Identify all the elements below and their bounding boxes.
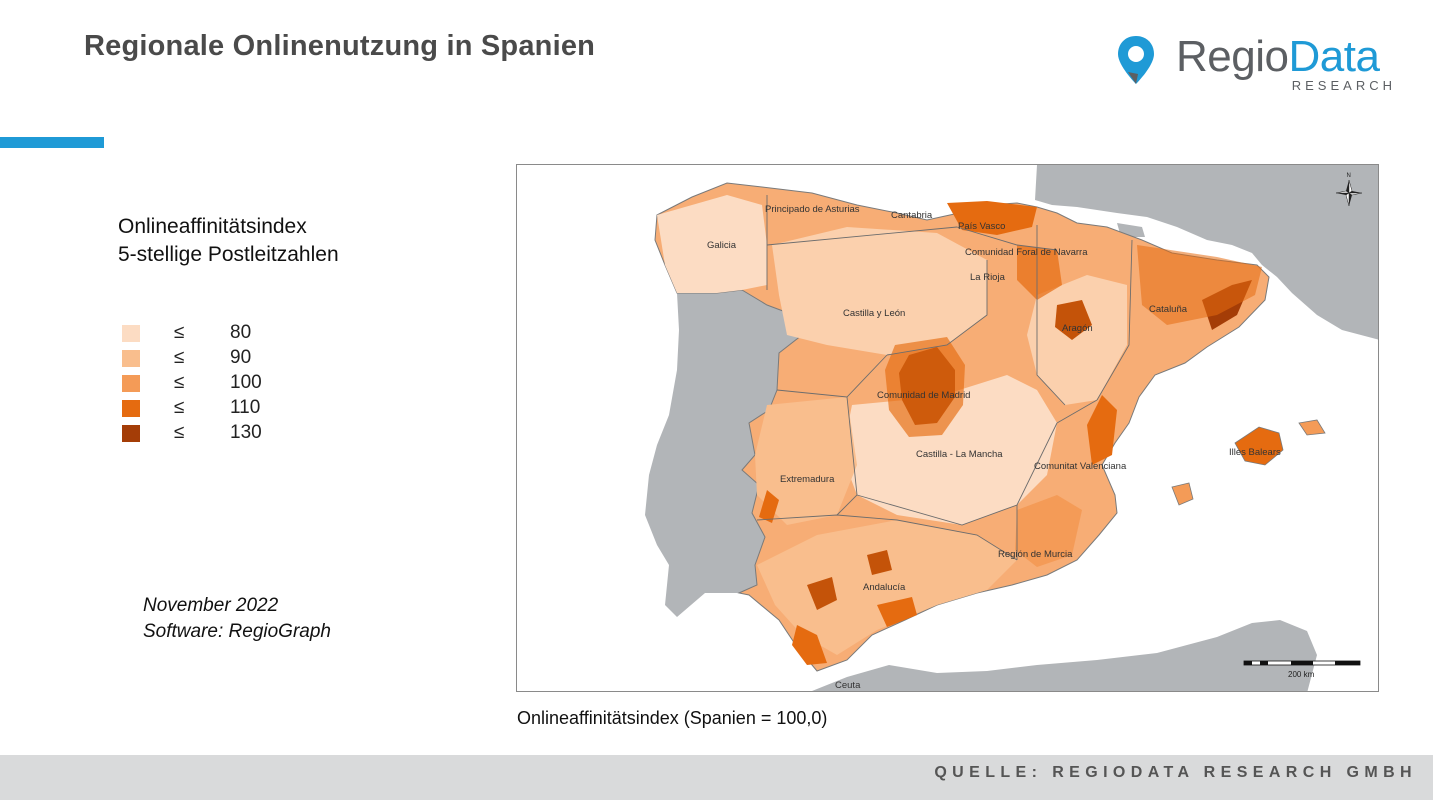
africa-land [812, 620, 1317, 691]
legend-swatch [122, 375, 140, 392]
label-andalucia: Andalucía [863, 582, 906, 593]
spain-map: Principado de Asturias Cantabria País Va… [645, 165, 1378, 691]
logo-word-regio: Regio [1176, 32, 1289, 81]
label-asturias: Principado de Asturias [765, 204, 860, 215]
label-navarra: Comunidad Foral de Navarra [965, 247, 1088, 258]
legend-value: 110 [230, 397, 261, 418]
label-madrid: Comunidad de Madrid [877, 390, 970, 401]
logo-wordmark: RegioData [1176, 32, 1380, 82]
footer-source: QUELLE: REGIODATA RESEARCH GMBH [934, 764, 1417, 781]
aragon-light [1027, 275, 1127, 405]
legend-value: 100 [230, 372, 262, 393]
accent-bar [0, 137, 104, 148]
label-murcia: Región de Murcia [998, 549, 1073, 560]
extremadura-mid [755, 397, 857, 525]
label-pais-vasco: País Vasco [958, 221, 1005, 232]
basque-hotspot [947, 201, 1037, 235]
footer-bar: QUELLE: REGIODATA RESEARCH GMBH [0, 755, 1433, 800]
legend-symbol: ≤ [174, 372, 185, 393]
label-castilla-la-mancha: Castilla - La Mancha [916, 449, 1003, 460]
malaga-hotspot [877, 597, 917, 627]
meta-info: November 2022 Software: RegioGraph [143, 593, 331, 645]
france-land [1035, 165, 1378, 340]
castilla-leon-light [772, 227, 987, 355]
label-valencia: Comunitat Valenciana [1034, 461, 1127, 472]
madrid-ring [885, 337, 965, 437]
cataluna-mid [1137, 245, 1262, 325]
legend-swatch [122, 350, 140, 367]
label-castilla-leon: Castilla y León [843, 308, 905, 319]
cadiz-hotspot [792, 625, 827, 665]
zaragoza-hotspot [1055, 300, 1092, 340]
legend-symbol: ≤ [174, 422, 185, 443]
legend-value: 130 [230, 422, 262, 443]
legend-symbol: ≤ [174, 322, 185, 343]
label-la-rioja: La Rioja [970, 272, 1006, 283]
label-aragon: Aragón [1062, 323, 1093, 334]
scale-bar: 200 km [1243, 660, 1361, 679]
legend-title: Onlineaffinitätsindex 5-stellige Postlei… [118, 213, 339, 269]
page-title: Regionale Onlinenutzung in Spanien [84, 30, 596, 62]
logo-word-data: Data [1288, 32, 1380, 81]
scale-label: 200 km [1288, 670, 1315, 679]
map-frame[interactable]: Principado de Asturias Cantabria País Va… [516, 164, 1379, 692]
legend-symbol: ≤ [174, 397, 185, 418]
label-ceuta: Ceuta [835, 680, 861, 691]
legend-swatch [122, 325, 140, 342]
galicia-light [657, 195, 767, 293]
andalucia-mid [757, 520, 1017, 655]
north-arrow-label: N [1347, 173, 1351, 179]
label-extremadura: Extremadura [780, 474, 835, 485]
legend-swatch [122, 400, 140, 417]
legend-swatch [122, 425, 140, 442]
label-cataluna: Cataluña [1149, 304, 1188, 315]
cordoba-hotspot [867, 550, 892, 575]
location-pin-icon [1118, 36, 1154, 84]
sevilla-hotspot [807, 577, 837, 610]
logo-subline: RESEARCH [1291, 78, 1396, 93]
legend-value: 80 [230, 322, 252, 343]
map-caption: Onlineaffinitätsindex (Spanien = 100,0) [517, 708, 828, 728]
valencia-hotspot [1087, 395, 1117, 465]
meta-software: Software: RegioGraph [143, 621, 331, 642]
legend-title-line2: 5-stellige Postleitzahlen [118, 243, 339, 266]
mallorca-island [1234, 426, 1284, 466]
legend-symbol: ≤ [174, 347, 185, 368]
legend-value: 90 [230, 347, 252, 368]
navarra-hotspot [1017, 245, 1062, 300]
legend-title-line1: Onlineaffinitätsindex [118, 215, 307, 238]
label-baleares: Illes Balears [1229, 447, 1281, 458]
ibiza-island [1171, 482, 1194, 506]
extremadura-border-hotspot [759, 490, 779, 523]
menorca-island [1298, 419, 1326, 436]
label-cantabria: Cantabria [891, 210, 933, 221]
label-galicia: Galicia [707, 240, 737, 251]
regiodata-logo: RegioData RESEARCH [1116, 32, 1406, 96]
meta-date: November 2022 [143, 595, 279, 616]
region-borders [756, 195, 1133, 561]
murcia-mid [1015, 495, 1082, 567]
north-arrow-icon: N [1335, 173, 1363, 207]
portugal-land [645, 290, 802, 617]
